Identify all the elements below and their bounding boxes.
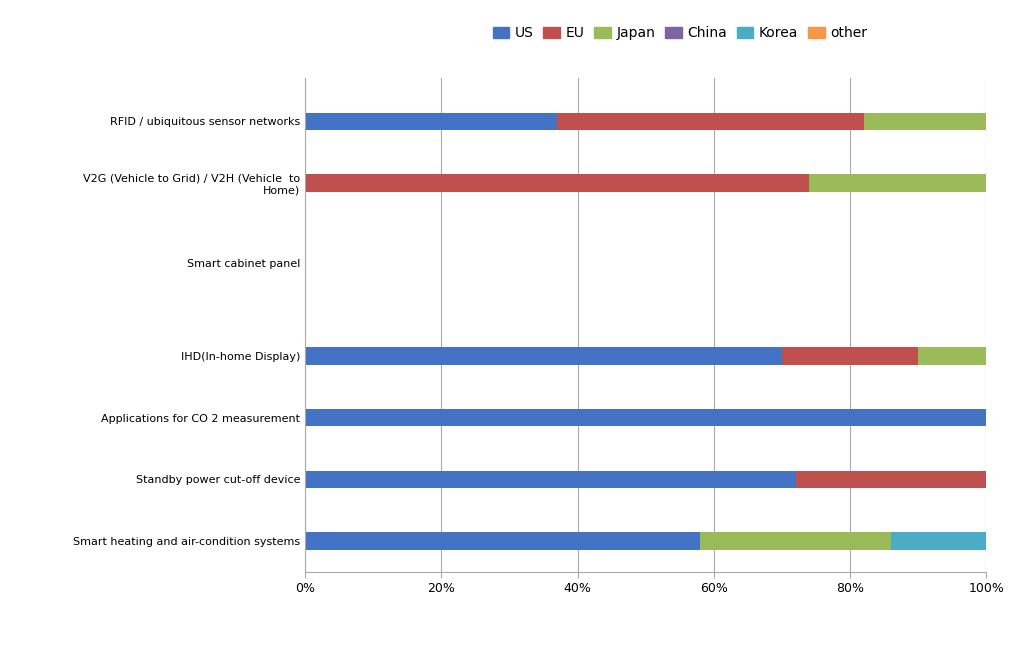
Bar bbox=[305, 409, 986, 426]
Bar bbox=[891, 532, 986, 550]
Bar bbox=[782, 347, 918, 365]
Bar bbox=[795, 471, 986, 488]
Bar bbox=[918, 347, 986, 365]
Bar bbox=[305, 112, 557, 130]
Bar bbox=[305, 174, 810, 192]
Bar bbox=[863, 112, 986, 130]
Bar bbox=[701, 532, 891, 550]
Bar bbox=[305, 347, 782, 365]
Bar bbox=[305, 471, 795, 488]
Bar bbox=[305, 532, 701, 550]
Bar bbox=[557, 112, 863, 130]
Bar bbox=[810, 174, 986, 192]
Legend: US, EU, Japan, China, Korea, other: US, EU, Japan, China, Korea, other bbox=[487, 21, 873, 46]
